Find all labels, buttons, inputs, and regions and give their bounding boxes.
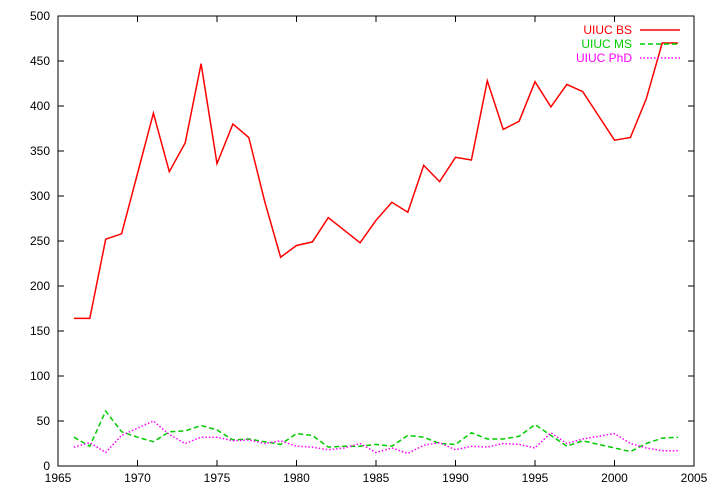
series-line-uiuc-ms	[73, 409, 679, 453]
y-tick-label: 450	[30, 54, 50, 68]
x-tick-label: 1975	[204, 471, 231, 485]
x-tick-label: 1980	[283, 471, 310, 485]
axis-ticks: 1965 1970 1975 1980 1985 1990 1995 2000 2005 0 50 1…	[30, 9, 708, 485]
legend-label-uiuc-ms: UIUC MS	[581, 37, 632, 51]
y-tick-label: 400	[30, 99, 50, 113]
legend-label-uiuc-bs: UIUC BS	[583, 23, 632, 37]
y-tick-label: 500	[30, 9, 50, 23]
y-tick-label: 150	[30, 324, 50, 338]
x-tick-label: 1985	[363, 471, 390, 485]
series-line-uiuc-phd	[73, 420, 679, 455]
y-tick-label: 200	[30, 279, 50, 293]
x-tick-label: 2005	[681, 471, 708, 485]
y-tick-label: 50	[37, 414, 51, 428]
legend-label-uiuc-phd: UIUC PhD	[576, 51, 632, 65]
series-layer	[73, 42, 679, 455]
x-tick-label: 2000	[601, 471, 628, 485]
x-tick-label: 1990	[442, 471, 469, 485]
x-tick-label: 1965	[45, 471, 72, 485]
y-tick-label: 0	[43, 459, 50, 473]
x-tick-label: 1970	[124, 471, 151, 485]
plot-frame	[57, 15, 695, 467]
series-line-uiuc-bs	[73, 42, 679, 320]
y-tick-label: 350	[30, 144, 50, 158]
y-tick-label: 250	[30, 234, 50, 248]
x-tick-label: 1995	[522, 471, 549, 485]
y-tick-label: 300	[30, 189, 50, 203]
y-tick-label: 100	[30, 369, 50, 383]
